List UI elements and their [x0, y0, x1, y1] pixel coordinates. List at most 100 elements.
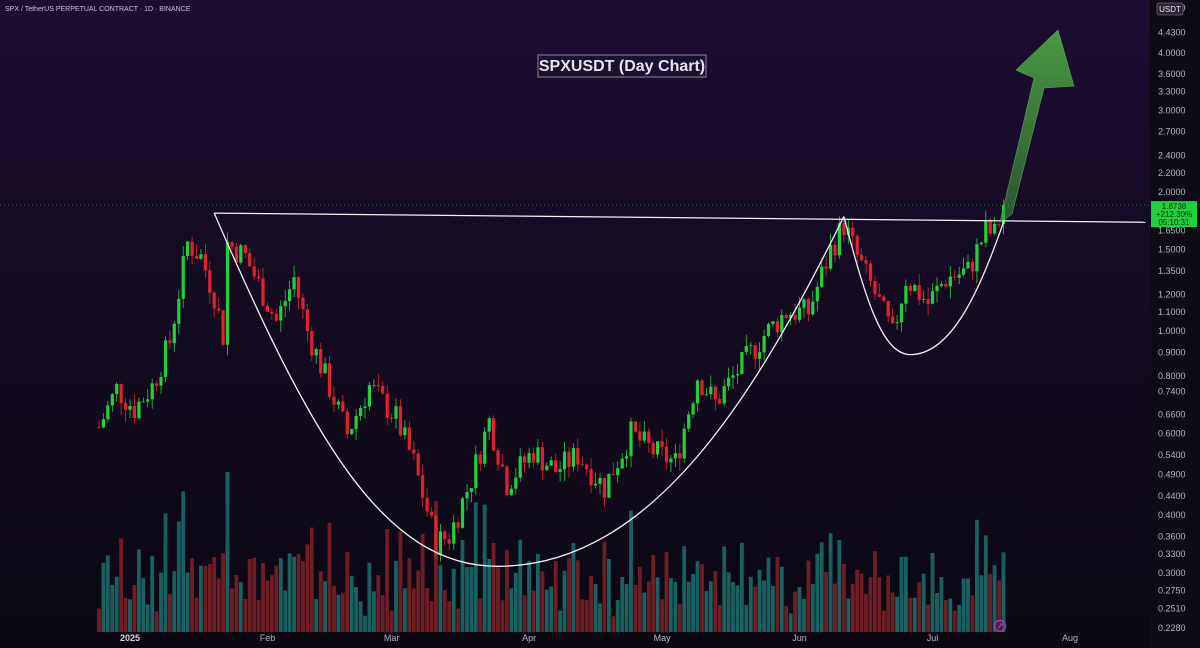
- candle-body: [797, 307, 802, 320]
- volume-bar: [425, 588, 429, 632]
- candle-body: [212, 292, 216, 309]
- candle-body: [296, 277, 301, 298]
- price-tick-label: 1.2000: [1158, 290, 1186, 300]
- volume-bar: [398, 531, 403, 632]
- volume-bar: [150, 555, 155, 632]
- volume-bar: [505, 549, 509, 632]
- candle-body: [314, 349, 318, 356]
- volume-bar: [509, 588, 514, 632]
- price-axis[interactable]: 5.00004.43004.00003.60003.30003.00002.70…: [1150, 0, 1200, 648]
- candle-body: [607, 473, 611, 498]
- volume-bar: [793, 591, 797, 632]
- volume-bar: [948, 598, 953, 632]
- volume-bar: [145, 604, 150, 632]
- candle-body: [984, 220, 988, 243]
- candle-body: [829, 244, 833, 269]
- volume-bar: [562, 570, 567, 632]
- volume-bar: [97, 608, 101, 632]
- volume-bar: [975, 519, 979, 632]
- candle-body: [811, 301, 815, 315]
- candle-body: [248, 253, 252, 267]
- candle-body: [687, 414, 691, 429]
- candle-body: [842, 223, 846, 235]
- candle-body: [310, 331, 314, 356]
- volume-bar: [438, 565, 443, 632]
- volume-bar: [815, 553, 820, 632]
- candle-body: [647, 431, 651, 443]
- price-change-percent: +212.30%: [1156, 210, 1192, 219]
- price-tick-label: 0.6000: [1158, 429, 1186, 439]
- candle-body: [713, 386, 717, 400]
- time-tick-label: Mar: [384, 633, 400, 643]
- volume-bar: [695, 561, 700, 632]
- volume-bar: [598, 603, 602, 632]
- neckline-resistance: [214, 212, 1146, 223]
- candle-body: [421, 475, 425, 498]
- replay-icon[interactable]: [993, 619, 1007, 633]
- candle-body: [119, 384, 123, 404]
- volume-bar: [327, 522, 332, 632]
- volume-bar: [252, 557, 257, 632]
- volume-bar: [305, 544, 310, 632]
- volume-bar: [575, 560, 580, 632]
- candle-body: [323, 363, 327, 374]
- volume-bar: [292, 556, 296, 632]
- candle-body: [447, 539, 451, 544]
- volume-bar: [354, 587, 358, 632]
- price-tick-label: 3.0000: [1158, 106, 1186, 116]
- volume-bar: [837, 540, 842, 632]
- volume-bar: [416, 570, 421, 632]
- volume-bar: [278, 558, 283, 632]
- candle-body: [305, 309, 309, 332]
- candle-body: [930, 291, 935, 304]
- candle-body: [97, 427, 101, 428]
- volume-bar: [176, 521, 181, 632]
- volume-bar: [797, 587, 802, 632]
- volume-bar: [859, 573, 864, 632]
- candle-body: [155, 383, 159, 386]
- candle-body: [877, 294, 881, 297]
- candle-body: [132, 406, 136, 419]
- annotation-title-box[interactable]: SPXUSDT (Day Chart): [537, 54, 707, 78]
- volume-bar: [677, 604, 682, 632]
- volume-bar: [824, 572, 828, 632]
- candle-body: [177, 298, 181, 324]
- candle-body: [150, 383, 154, 400]
- volume-bar: [500, 600, 505, 632]
- candle-body: [350, 429, 354, 435]
- candle-body: [864, 260, 868, 264]
- volume-bar: [988, 574, 993, 632]
- candle-body: [505, 466, 509, 495]
- candle-body: [261, 278, 265, 306]
- candle-body: [620, 458, 624, 469]
- volume-bar: [385, 529, 390, 632]
- candle-body: [523, 456, 527, 463]
- candle-body: [806, 299, 810, 315]
- price-tick-label: 1.0000: [1158, 326, 1186, 336]
- candle-body: [527, 453, 531, 463]
- volume-bar: [819, 542, 824, 632]
- candle-body: [319, 349, 323, 374]
- time-axis[interactable]: 2025 Feb Mar Apr May Jun Jul Aug: [120, 633, 1078, 643]
- candle-body: [642, 431, 646, 441]
- candle-body: [908, 285, 912, 291]
- volume-bar: [682, 546, 687, 632]
- candle-body: [913, 285, 917, 291]
- candle-body: [146, 399, 150, 402]
- candle-body: [163, 340, 168, 377]
- volume-bar: [651, 555, 656, 632]
- candle-body: [727, 377, 731, 387]
- candle-body: [922, 298, 926, 300]
- volume-bar: [216, 578, 221, 632]
- volume-bar: [225, 472, 230, 632]
- candle-body: [899, 303, 904, 323]
- volume-bar: [230, 588, 234, 632]
- volume-bar: [868, 577, 873, 632]
- candle-body: [465, 492, 469, 499]
- candle-body: [443, 531, 447, 540]
- currency-badge[interactable]: USDT: [1156, 2, 1184, 16]
- volume-bar: [553, 560, 558, 632]
- candle-body: [172, 323, 176, 344]
